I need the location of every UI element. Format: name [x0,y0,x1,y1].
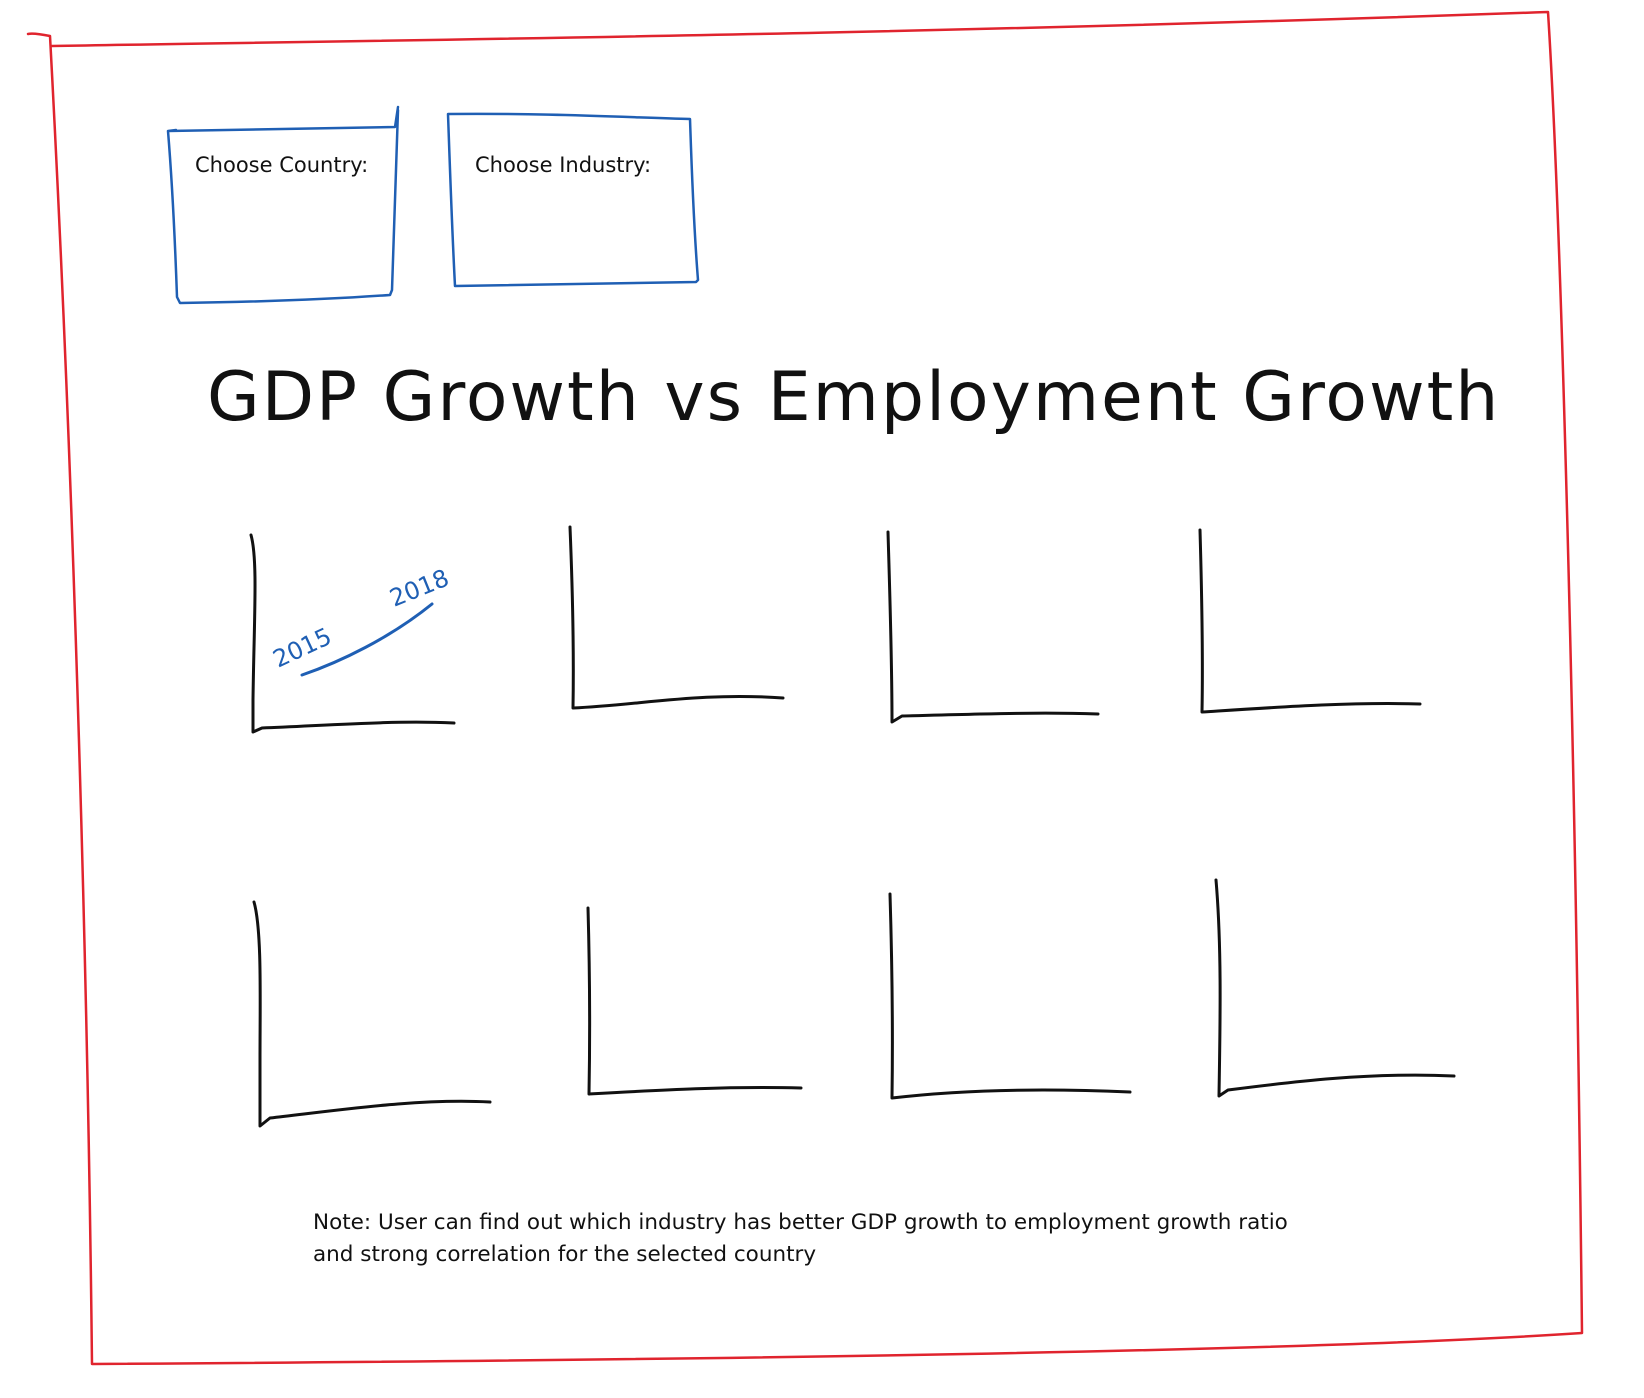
note-line-1: Note: User can find out which industry h… [313,1210,1288,1235]
country-filter-border [166,105,400,305]
country-filter[interactable]: Choose Country: [166,105,400,305]
chart-title: GDP Growth vs Employment Growth [207,358,1500,437]
note-line-2: and strong correlation for the selected … [313,1242,816,1267]
small-chart-axes-2 [568,525,785,710]
small-chart-axes-4 [1198,528,1422,714]
small-chart-axes-3 [886,530,1100,724]
chart-grid-row-1 [249,525,1422,734]
design-note: Note: User can find out which industry h… [313,1210,1288,1267]
country-filter-label: Choose Country: [195,153,368,177]
industry-filter[interactable]: Choose Industry: [446,112,700,288]
small-chart-axes-6 [586,906,803,1096]
sample-trend-line [300,602,434,677]
chart-grid-row-2 [252,878,1456,1128]
industry-filter-label: Choose Industry: [475,153,651,177]
sample-trend: 2015 2018 [269,564,453,677]
small-chart-axes-1 [249,533,456,734]
small-chart-axes-5 [252,900,492,1128]
small-chart-axes-8 [1214,878,1456,1098]
industry-filter-border [446,112,700,288]
trend-end-year: 2018 [386,564,453,613]
page-frame [26,10,1584,1366]
small-chart-axes-7 [888,892,1132,1100]
